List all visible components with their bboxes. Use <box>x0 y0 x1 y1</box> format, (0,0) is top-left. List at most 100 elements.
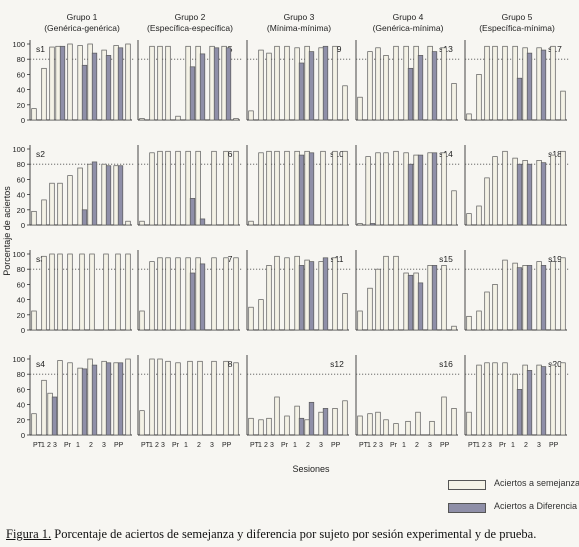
x-tick-label: 2 <box>415 442 419 449</box>
bar-semejanza <box>77 167 83 226</box>
bar-diferencia <box>91 161 98 226</box>
bar-semejanza <box>522 160 528 226</box>
bar-semejanza <box>195 45 201 121</box>
bar-semejanza <box>393 150 399 226</box>
bar-semejanza <box>49 46 55 121</box>
bar-semejanza <box>31 413 37 436</box>
bar-semejanza <box>393 255 399 331</box>
x-tick-label: 3 <box>270 442 274 449</box>
bar-semejanza <box>67 253 73 331</box>
bar-semejanza <box>221 45 227 121</box>
bar-diferencia <box>516 77 523 121</box>
bar-diferencia <box>199 218 206 226</box>
bar-semejanza <box>365 156 371 226</box>
bar-semejanza <box>139 220 145 226</box>
bar-semejanza <box>223 360 229 436</box>
bar-semejanza <box>266 265 272 331</box>
bar-semejanza <box>77 45 83 121</box>
bar-semejanza <box>139 410 145 436</box>
x-tick-label: PP <box>331 442 341 449</box>
bar-diferencia <box>225 47 232 121</box>
bar-diferencia <box>526 52 533 121</box>
bar-diferencia <box>51 396 58 436</box>
bar-semejanza <box>55 45 61 121</box>
y-tick-label: 80 <box>17 370 25 379</box>
bar-semejanza <box>332 45 338 121</box>
x-tick-label: PP <box>222 442 232 449</box>
bar-semejanza <box>31 108 37 121</box>
bar-semejanza <box>139 310 145 331</box>
bar-semejanza <box>87 163 93 226</box>
x-tick-label: 3 <box>102 442 106 449</box>
bar-diferencia <box>189 272 196 331</box>
bar-semejanza <box>441 396 447 436</box>
bar-semejanza <box>284 150 290 226</box>
bar-semejanza <box>502 150 508 226</box>
bar-semejanza <box>248 220 254 226</box>
bar-semejanza <box>274 255 280 331</box>
legend-semejanza-swatch <box>448 480 486 490</box>
bar-semejanza <box>57 182 63 226</box>
subject-label: s19 <box>548 254 562 264</box>
x-tick-label: 2 <box>264 442 268 449</box>
subject-label: s18 <box>548 149 562 159</box>
bar-semejanza <box>522 265 528 331</box>
bar-semejanza <box>318 47 324 121</box>
bar-semejanza <box>49 253 55 331</box>
bar-semejanza <box>248 417 254 436</box>
x-tick-label: 1 <box>149 442 153 449</box>
group-subtitle: (Genérica-mínima) <box>373 23 444 33</box>
legend-semejanza: Aciertos a semejanza <box>448 478 579 490</box>
bar-diferencia <box>298 417 305 436</box>
bar-diferencia <box>298 265 305 331</box>
subject-label: s20 <box>548 359 562 369</box>
y-tick-label: 80 <box>17 55 25 64</box>
bar-semejanza <box>49 182 55 226</box>
caption-text: Porcentaje de aciertos de semejanza y di… <box>51 527 537 541</box>
bar-semejanza <box>165 150 171 226</box>
x-axis-label: Sesiones <box>292 464 330 474</box>
bar-diferencia <box>417 55 424 121</box>
x-tick-label: 3 <box>379 442 383 449</box>
y-axis-label: Porcentaje de aciertos <box>2 186 12 276</box>
bar-semejanza <box>536 261 542 331</box>
bar-semejanza <box>413 45 419 121</box>
bar-semejanza <box>258 49 264 121</box>
bar-semejanza <box>185 150 191 226</box>
bar-diferencia <box>81 64 88 121</box>
bar-semejanza <box>403 45 409 121</box>
bar-diferencia <box>189 66 196 121</box>
bar-diferencia <box>322 45 329 121</box>
bar-semejanza <box>484 177 490 226</box>
x-tick-label: 2 <box>155 442 159 449</box>
x-tick-label: PP <box>440 442 450 449</box>
bar-semejanza <box>294 150 300 226</box>
x-tick-label: 2 <box>47 442 51 449</box>
bar-diferencia <box>117 362 124 436</box>
bar-semejanza <box>258 419 264 436</box>
y-tick-label: 20 <box>17 311 25 320</box>
bar-semejanza <box>367 413 373 436</box>
bar-diferencia <box>526 163 533 226</box>
x-tick-label: 2 <box>306 442 310 449</box>
bar-semejanza <box>342 85 348 121</box>
bar-diferencia <box>81 368 88 436</box>
bar-semejanza <box>113 165 119 226</box>
bar-semejanza <box>233 362 239 436</box>
bar-semejanza <box>175 150 181 226</box>
bar-diferencia <box>407 274 414 331</box>
bar-diferencia <box>308 51 315 121</box>
bar-semejanza <box>403 152 409 226</box>
x-tick-label: PP <box>114 442 124 449</box>
bar-semejanza <box>101 163 107 226</box>
subject-label: s16 <box>439 359 453 369</box>
bar-semejanza <box>101 49 107 121</box>
bar-semejanza <box>512 45 518 121</box>
x-tick-label: 3 <box>319 442 323 449</box>
bar-diferencia <box>407 67 414 121</box>
bar-semejanza <box>41 199 47 226</box>
bar-semejanza <box>223 257 229 331</box>
bar-semejanza <box>405 420 411 436</box>
legend-diferencia-swatch <box>448 503 486 513</box>
